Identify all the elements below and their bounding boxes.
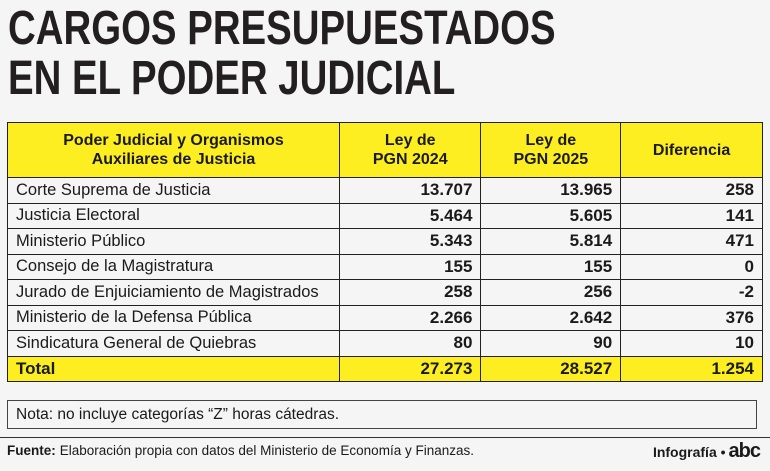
cell-number: 141 [620, 202, 763, 229]
cell-number: 258 [620, 177, 763, 204]
cell-number: 80 [339, 330, 482, 357]
table-row: Ministerio Público 5.343 5.814 471 [6, 228, 763, 255]
table-row: Jurado de Enjuiciamiento de Magistrados 2… [6, 279, 763, 306]
cell-number: 256 [480, 279, 622, 306]
cell-number: 5.814 [480, 228, 622, 255]
total-number: 28.527 [480, 355, 622, 382]
total-row: Total 27.273 28.527 1.254 [6, 355, 763, 382]
cell-label: Consejo de la Magistratura [6, 253, 341, 280]
table-row: Sindicatura General de Quiebras 80 90 10 [6, 330, 763, 357]
table-row: Corte Suprema de Justicia 13.707 13.965 258 [6, 177, 763, 204]
cell-number: 2.266 [339, 304, 482, 331]
column-header-line: Poder Judicial y Organismos [63, 132, 284, 149]
cell-number: 5.343 [339, 228, 482, 255]
source-text: Elaboración propia con datos del Ministe… [59, 443, 474, 458]
cell-number: 90 [480, 330, 622, 357]
total-number: 1.254 [620, 355, 763, 382]
column-header-line: Ley de [384, 132, 436, 149]
cell-number: 2.642 [480, 304, 622, 331]
cell-number: -2 [620, 279, 763, 306]
cell-label: Corte Suprema de Justicia [6, 177, 341, 204]
cell-number: 13.707 [339, 177, 482, 204]
title-line: EN EL PODER JUDICIAL [8, 52, 456, 105]
total-label: Total [6, 355, 341, 382]
table-row: Consejo de la Magistratura 155 155 0 [6, 253, 763, 280]
column-header-line: PGN 2024 [372, 151, 448, 168]
cell-label: Ministerio Público [6, 228, 341, 255]
title-line: CARGOS PRESUPUESTADOS [8, 2, 556, 55]
cell-number: 10 [620, 330, 763, 357]
table-row: Justicia Electoral 5.464 5.605 141 [6, 202, 763, 229]
table-row: Ministerio de la Defensa Pública 2.266 2.6… [6, 304, 763, 331]
column-header-line: Auxiliares de Justicia [91, 151, 256, 168]
cell-number: 258 [339, 279, 482, 306]
cell-number: 471 [620, 228, 763, 255]
credit: Infografía • abc [652, 440, 761, 463]
cell-label: Jurado de Enjuiciamiento de Magistrados [6, 279, 341, 306]
source-label: Fuente: [7, 443, 56, 458]
note: Nota: no incluye categorías “Z” horas cá… [7, 400, 757, 429]
cell-number: 13.965 [480, 177, 622, 204]
cell-number: 5.605 [480, 202, 622, 229]
cell-number: 155 [339, 253, 482, 280]
column-header-line: Ley de [525, 132, 577, 149]
cell-label: Justicia Electoral [6, 202, 341, 229]
cell-number: 155 [480, 253, 622, 280]
source: Fuente: Elaboración propia con datos del … [7, 443, 474, 458]
cell-number: 376 [620, 304, 763, 331]
data-table: Poder Judicial y Organismos Auxiliares de… [6, 122, 763, 382]
column-header-line: Diferencia [652, 141, 731, 159]
column-header-line: PGN 2025 [513, 151, 589, 168]
footer-rule [0, 437, 770, 438]
column-header: Ley de PGN 2025 [480, 122, 622, 178]
cell-number: 0 [620, 253, 763, 280]
credit-text: Infografía • [652, 444, 726, 460]
cell-label: Ministerio de la Defensa Pública [6, 304, 341, 331]
column-header: Diferencia [620, 122, 763, 178]
column-header: Poder Judicial y Organismos Auxiliares de… [6, 122, 341, 178]
header-row: Poder Judicial y Organismos Auxiliares de… [6, 122, 763, 178]
cell-number: 5.464 [339, 202, 482, 229]
column-header: Ley de PGN 2024 [339, 122, 482, 178]
total-number: 27.273 [339, 355, 482, 382]
table-body: Corte Suprema de Justicia 13.707 13.965 258… [6, 177, 763, 382]
title: CARGOS PRESUPUESTADOS EN EL PODER JUDICI… [8, 4, 556, 104]
brand: abc [728, 440, 761, 462]
cell-label: Sindicatura General de Quiebras [6, 330, 341, 357]
